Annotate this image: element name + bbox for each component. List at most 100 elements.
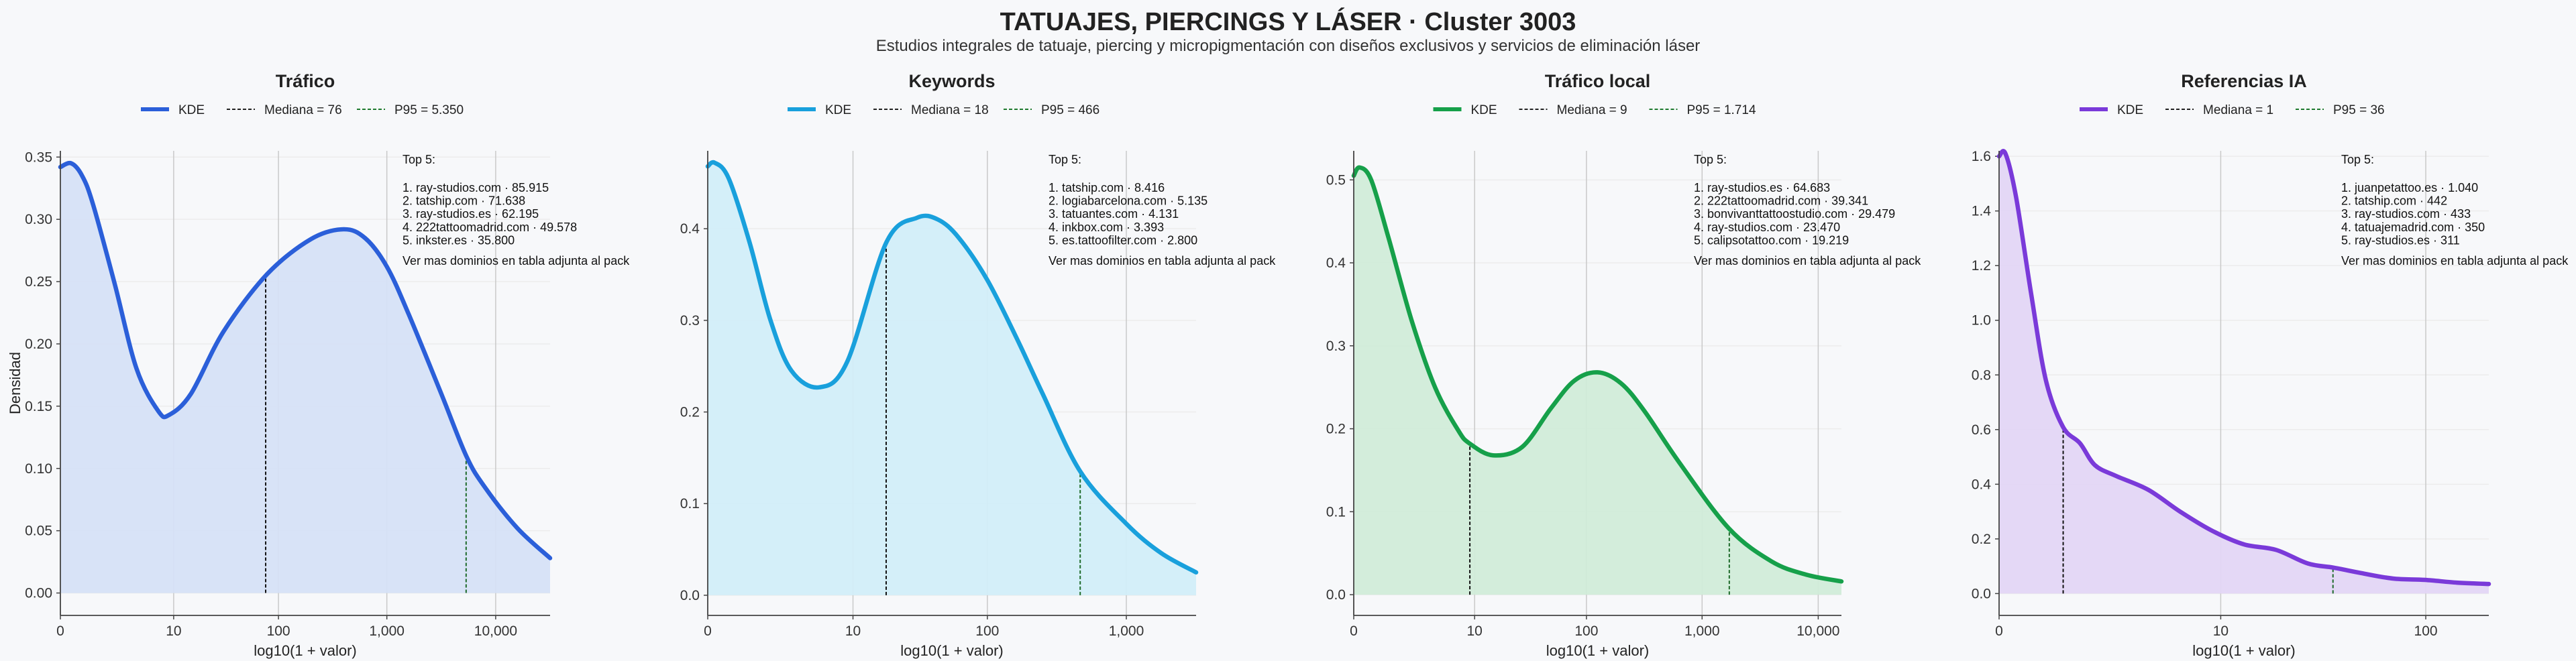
y-tick-label: 1.0 [1972, 313, 1991, 328]
chart-panel: Tráfico local KDE Mediana = 9 P95 = 1.714 0.… [1326, 71, 1921, 659]
x-axis-label: log10(1 + valor) [2192, 642, 2295, 659]
top5-item: 4. ray-studios.com · 23.470 [1694, 221, 1840, 234]
x-tick-label: 100 [267, 623, 290, 639]
legend-label-kde: KDE [1471, 103, 1497, 117]
top5-item: 1. ray-studios.es · 64.683 [1694, 181, 1830, 194]
legend-label-kde: KDE [178, 103, 205, 117]
y-tick-label: 0.1 [680, 496, 700, 512]
y-axis-label: Densidad [7, 352, 23, 414]
x-tick-label: 10 [1467, 623, 1483, 639]
legend-label-median: Mediana = 1 [2203, 103, 2273, 117]
y-tick-label: 0.2 [680, 405, 700, 420]
chart-title: Tráfico [276, 71, 335, 91]
y-tick-label: 0.3 [680, 313, 700, 328]
x-tick-label: 0 [1350, 623, 1358, 639]
top5-footer: Ver mas dominios en tabla adjunta al pac… [402, 254, 630, 267]
top5-footer: Ver mas dominios en tabla adjunta al pac… [2341, 254, 2569, 267]
y-tick-label: 0.2 [1326, 422, 1346, 437]
x-tick-label: 10 [845, 623, 861, 639]
y-tick-label: 0.8 [1972, 367, 1991, 383]
top5-item: 1. tatship.com · 8.416 [1049, 181, 1165, 194]
y-tick-label: 1.6 [1972, 149, 1991, 164]
chart-panel: Tráfico KDE Mediana = 76 P95 = 5.350 0.00 0.0… [7, 71, 630, 659]
top5-item: 2. tatship.com · 442 [2341, 194, 2447, 208]
top5-footer: Ver mas dominios en tabla adjunta al pac… [1049, 254, 1276, 267]
chart-panel: Keywords KDE Mediana = 18 P95 = 466 0.0 0.1 0.… [680, 71, 1276, 659]
top5-item: 4. inkbox.com · 3.393 [1049, 221, 1164, 234]
y-tick-label: 0.4 [1972, 477, 1992, 492]
top5-item: 5. es.tattoofilter.com · 2.800 [1049, 233, 1197, 247]
legend: KDE Mediana = 18 P95 = 466 [788, 103, 1099, 117]
y-tick-label: 0.6 [1972, 422, 1991, 438]
top5-item: 5. inkster.es · 35.800 [402, 233, 515, 247]
top5-title: Top 5: [1694, 153, 1727, 166]
top5-item: 2. logiabarcelona.com · 5.135 [1049, 194, 1208, 208]
x-tick-label: 100 [975, 623, 999, 639]
legend-label-p95: P95 = 5.350 [394, 103, 464, 117]
top5-item: 2. tatship.com · 71.638 [402, 194, 525, 208]
x-tick-label: 10,000 [474, 623, 517, 639]
x-tick-label: 10 [166, 623, 181, 639]
y-tick-label: 0.5 [1326, 172, 1346, 188]
legend-label-kde: KDE [2117, 103, 2143, 117]
chart-panel: Referencias IA KDE Mediana = 1 P95 = 36 0.0 0… [1972, 71, 2569, 659]
top5-item: 1. juanpetattoo.es · 1.040 [2341, 181, 2478, 194]
x-axis-label: log10(1 + valor) [254, 642, 356, 659]
top5-item: 4. tatuajemadrid.com · 350 [2341, 221, 2485, 234]
y-tick-label: 0.30 [25, 212, 52, 227]
top5-item: 3. ray-studios.es · 62.195 [402, 207, 539, 221]
y-tick-label: 0.15 [25, 399, 52, 414]
legend-label-p95: P95 = 1.714 [1687, 103, 1756, 117]
chart-title: Tráfico local [1545, 71, 1651, 91]
top5-title: Top 5: [2341, 153, 2374, 166]
y-tick-label: 0.05 [25, 524, 52, 539]
legend: KDE Mediana = 76 P95 = 5.350 [141, 103, 464, 117]
top5-item: 1. ray-studios.com · 85.915 [402, 181, 549, 194]
y-tick-label: 0.20 [25, 337, 52, 352]
y-tick-label: 0.1 [1326, 504, 1346, 520]
kde-area [1354, 167, 1841, 595]
top5-title: Top 5: [1049, 153, 1081, 166]
x-tick-label: 100 [1574, 623, 1598, 639]
y-tick-label: 0.3 [1326, 339, 1346, 354]
legend-label-median: Mediana = 9 [1557, 103, 1627, 117]
top5-item: 5. calipsotattoo.com · 19.219 [1694, 233, 1849, 247]
x-tick-label: 0 [56, 623, 64, 639]
kde-area [708, 162, 1196, 595]
x-tick-label: 10 [2213, 623, 2229, 639]
kde-line [58, 160, 553, 560]
top5-item: 3. tatuantes.com · 4.131 [1049, 207, 1179, 221]
y-tick-label: 1.2 [1972, 258, 1991, 274]
x-tick-label: 1,000 [1109, 623, 1144, 639]
legend-label-p95: P95 = 466 [1041, 103, 1099, 117]
y-tick-label: 0.35 [25, 149, 52, 165]
x-tick-label: 100 [2414, 623, 2438, 639]
kde-line [1996, 149, 2491, 587]
page-title: TATUAJES, PIERCINGS Y LÁSER · Cluster 30… [1000, 8, 1576, 36]
x-tick-label: 0 [1995, 623, 2003, 639]
kde-line [705, 160, 1199, 575]
legend: KDE Mediana = 1 P95 = 36 [2080, 103, 2385, 117]
y-tick-label: 0.2 [1972, 532, 1991, 547]
top5-item: 3. ray-studios.com · 433 [2341, 207, 2471, 221]
legend: KDE Mediana = 9 P95 = 1.714 [1433, 103, 1756, 117]
kde-line [1351, 165, 1844, 584]
top5-item: 3. bonvivanttattoostudio.com · 29.479 [1694, 207, 1895, 221]
x-tick-label: 10,000 [1796, 623, 1839, 639]
top5-item: 2. 222tattoomadrid.com · 39.341 [1694, 194, 1868, 208]
top5-title: Top 5: [402, 153, 435, 166]
chart-title: Keywords [908, 71, 995, 91]
y-tick-label: 0.0 [1326, 587, 1346, 603]
legend-label-p95: P95 = 36 [2333, 103, 2385, 117]
y-tick-label: 0.0 [680, 588, 700, 603]
y-tick-label: 0.4 [680, 221, 700, 237]
x-tick-label: 1,000 [369, 623, 405, 639]
page-subtitle: Estudios integrales de tatuaje, piercing… [875, 37, 1701, 55]
x-tick-label: 1,000 [1684, 623, 1720, 639]
